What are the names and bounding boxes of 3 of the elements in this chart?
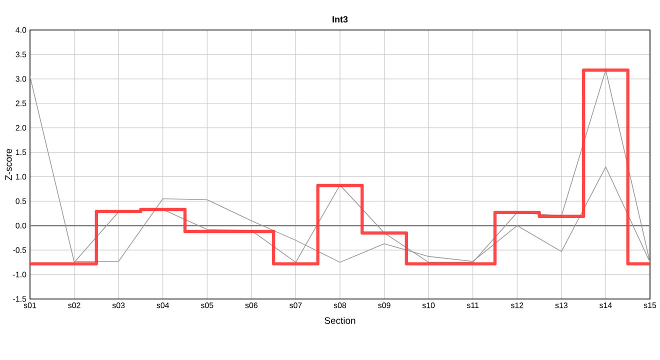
chart-title: Int3 bbox=[332, 16, 348, 22]
x-axis-title: Section bbox=[324, 317, 356, 324]
y-axis-title: Z-score bbox=[5, 148, 12, 180]
